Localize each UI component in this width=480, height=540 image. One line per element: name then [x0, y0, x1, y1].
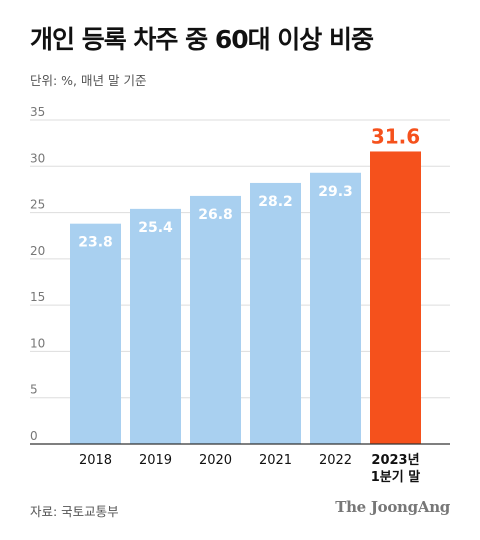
- data-label: 29.3: [318, 184, 353, 200]
- source-note: 자료: 국토교통부: [30, 504, 119, 519]
- x-tick-label: 1분기 말: [371, 470, 420, 485]
- data-label: 28.2: [258, 194, 293, 210]
- y-tick-label: 10: [30, 336, 45, 350]
- y-tick-label: 5: [30, 383, 38, 397]
- x-tick-label: 2020: [199, 453, 232, 468]
- unit-note: 단위: %, 매년 말 기준: [30, 73, 147, 88]
- y-tick-label: 0: [30, 429, 38, 443]
- data-label: 25.4: [138, 220, 173, 236]
- y-tick-label: 35: [30, 105, 45, 119]
- y-tick-label: 30: [30, 151, 45, 165]
- bar: [370, 151, 421, 444]
- data-label: 26.8: [198, 207, 233, 223]
- x-tick-label: 2023년: [371, 453, 419, 468]
- x-tick-label: 2019: [139, 453, 172, 468]
- data-label: 23.8: [78, 235, 113, 251]
- publisher-logo: The JoongAng: [335, 498, 450, 516]
- bar: [250, 182, 301, 444]
- x-tick-label: 2021: [259, 453, 292, 468]
- bar: [70, 223, 121, 444]
- bar: [310, 172, 361, 444]
- x-tick-label: 2022: [319, 453, 352, 468]
- y-tick-label: 15: [30, 290, 45, 304]
- data-label: 31.6: [371, 124, 420, 148]
- y-tick-label: 20: [30, 244, 45, 258]
- bar: [190, 195, 241, 444]
- chart-title: 개인 등록 차주 중 60대 이상 비중: [30, 25, 374, 54]
- x-tick-label: 2018: [79, 453, 112, 468]
- y-tick-label: 25: [30, 198, 45, 212]
- bar: [130, 208, 181, 444]
